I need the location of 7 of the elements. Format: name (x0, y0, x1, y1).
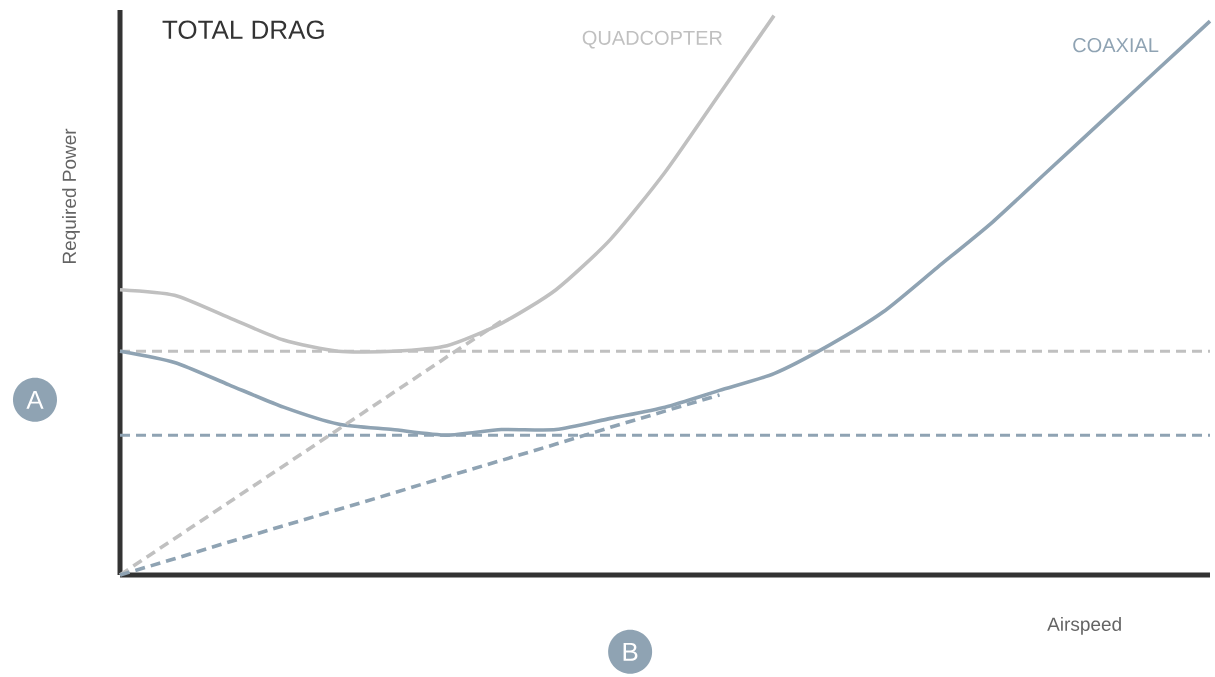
text: B (623, 642, 638, 661)
series-label: QUADCOPTER (582, 30, 723, 49)
text: A (26, 390, 44, 409)
y-axis-title: Required Power (62, 128, 80, 263)
x-axis-title: Airspeed (1047, 616, 1121, 635)
series-label: COAXIAL (1073, 38, 1159, 53)
chart-title: TOTAL DRAG (162, 20, 324, 39)
